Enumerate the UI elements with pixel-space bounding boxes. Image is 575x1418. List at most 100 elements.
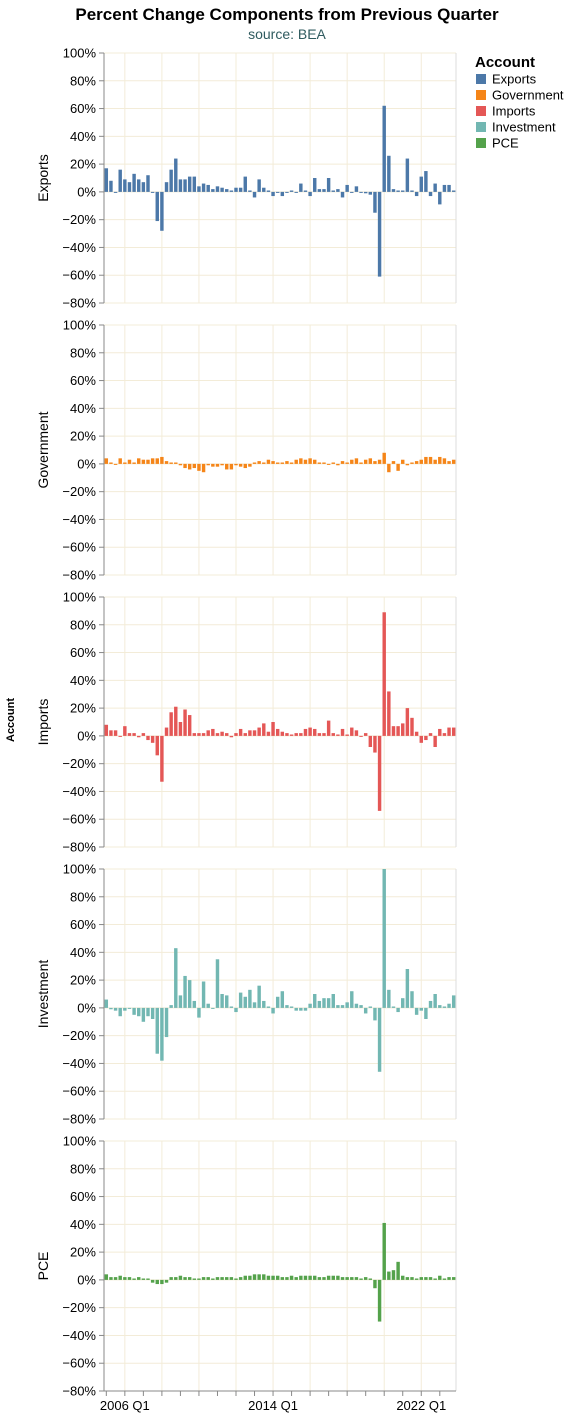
bar-pce (382, 1222, 386, 1280)
bar-pce (206, 1277, 210, 1280)
bar-government (419, 459, 423, 464)
bar-government (113, 463, 118, 465)
bar-imports (391, 726, 396, 736)
bar-government (275, 462, 280, 464)
bar-pce (354, 1277, 359, 1280)
bar-investment (396, 1007, 400, 1013)
bar-investment (405, 969, 410, 1008)
bar-government (377, 459, 382, 464)
y-tick-label: −20% (62, 756, 96, 771)
bar-exports (447, 184, 451, 192)
bar-government (387, 463, 391, 473)
bar-pce (169, 1277, 173, 1280)
bar-imports (243, 733, 247, 736)
y-tick-label: 60% (70, 101, 96, 116)
bar-imports (419, 735, 423, 743)
bar-investment (308, 1003, 312, 1008)
bar-imports (215, 733, 220, 736)
bar-investment (340, 1005, 345, 1008)
bar-investment (280, 991, 285, 1008)
bar-imports (234, 733, 238, 736)
bar-exports (391, 189, 396, 192)
bar-pce (336, 1275, 340, 1280)
bar-imports (354, 730, 359, 736)
bar-exports (419, 176, 423, 192)
bar-imports (345, 734, 349, 736)
chart-title: Percent Change Components from Previous … (75, 5, 499, 24)
bar-imports (428, 733, 433, 736)
bar-exports (174, 158, 178, 192)
y-tick-label: 80% (70, 617, 96, 632)
bar-pce (164, 1279, 169, 1283)
bar-exports (299, 183, 303, 192)
bar-imports (336, 734, 340, 736)
bar-investment (183, 975, 187, 1008)
bar-investment (132, 1007, 136, 1015)
bar-investment (220, 994, 224, 1008)
bar-imports (146, 735, 150, 741)
bar-imports (322, 733, 326, 736)
bar-investment (104, 999, 109, 1008)
y-tick-label: 100% (63, 862, 97, 877)
bar-pce (428, 1277, 433, 1280)
bar-imports (201, 733, 206, 736)
panel-exports: 100% 80% 60% 40% 20% 0% −20% −40% −60% −80% Export… (35, 46, 457, 311)
bar-government (132, 462, 136, 464)
bar-exports (201, 183, 206, 192)
bar-investment (169, 1005, 173, 1008)
bar-pce (451, 1277, 456, 1280)
x-tick-label: 2006 Q1 (100, 1398, 150, 1413)
bar-exports (271, 191, 275, 197)
bar-government (248, 463, 252, 467)
bar-pce (220, 1277, 224, 1280)
bar-imports (211, 728, 215, 736)
legend-label-imports: Imports (492, 104, 536, 119)
bar-government (345, 462, 349, 464)
bar-investment (424, 1007, 428, 1019)
bar-pce (359, 1278, 363, 1280)
bar-investment (382, 869, 386, 1008)
bar-imports (401, 723, 405, 736)
bar-government (178, 463, 183, 466)
bar-pce (183, 1277, 187, 1280)
bar-investment (141, 1007, 146, 1022)
bar-exports (206, 184, 210, 192)
bar-exports (308, 191, 312, 197)
bar-exports (127, 182, 132, 192)
bar-investment (289, 1006, 294, 1008)
bar-investment (192, 1000, 197, 1008)
y-tick-label: −40% (62, 240, 96, 255)
bar-government (442, 458, 447, 464)
bar-investment (419, 1007, 423, 1011)
bar-investment (266, 1006, 271, 1008)
bar-pce (414, 1278, 419, 1280)
bar-exports (363, 191, 368, 194)
y-tick-label: 100% (63, 1134, 97, 1149)
bar-government (289, 462, 294, 464)
bar-exports (257, 179, 261, 192)
bar-imports (405, 708, 410, 736)
bar-pce (146, 1278, 150, 1280)
bar-government (262, 462, 266, 464)
bar-exports (285, 191, 289, 193)
bar-exports (322, 189, 326, 192)
bar-investment (359, 1005, 363, 1008)
bar-imports (197, 733, 201, 736)
bar-investment (146, 1007, 150, 1017)
bar-exports (104, 168, 109, 192)
bar-investment (303, 1007, 308, 1011)
bar-imports (150, 735, 155, 743)
bar-government (428, 456, 433, 464)
bar-imports (368, 735, 373, 747)
bar-investment (294, 1007, 298, 1011)
bar-imports (438, 728, 442, 736)
bar-pce (438, 1275, 442, 1280)
bar-imports (229, 735, 234, 738)
bar-investment (137, 1007, 141, 1017)
bar-investment (243, 996, 247, 1008)
bar-investment (201, 981, 206, 1008)
bar-imports (299, 733, 303, 736)
bar-imports (109, 730, 113, 736)
bar-exports (169, 169, 173, 192)
y-tick-label: 20% (70, 1245, 96, 1260)
